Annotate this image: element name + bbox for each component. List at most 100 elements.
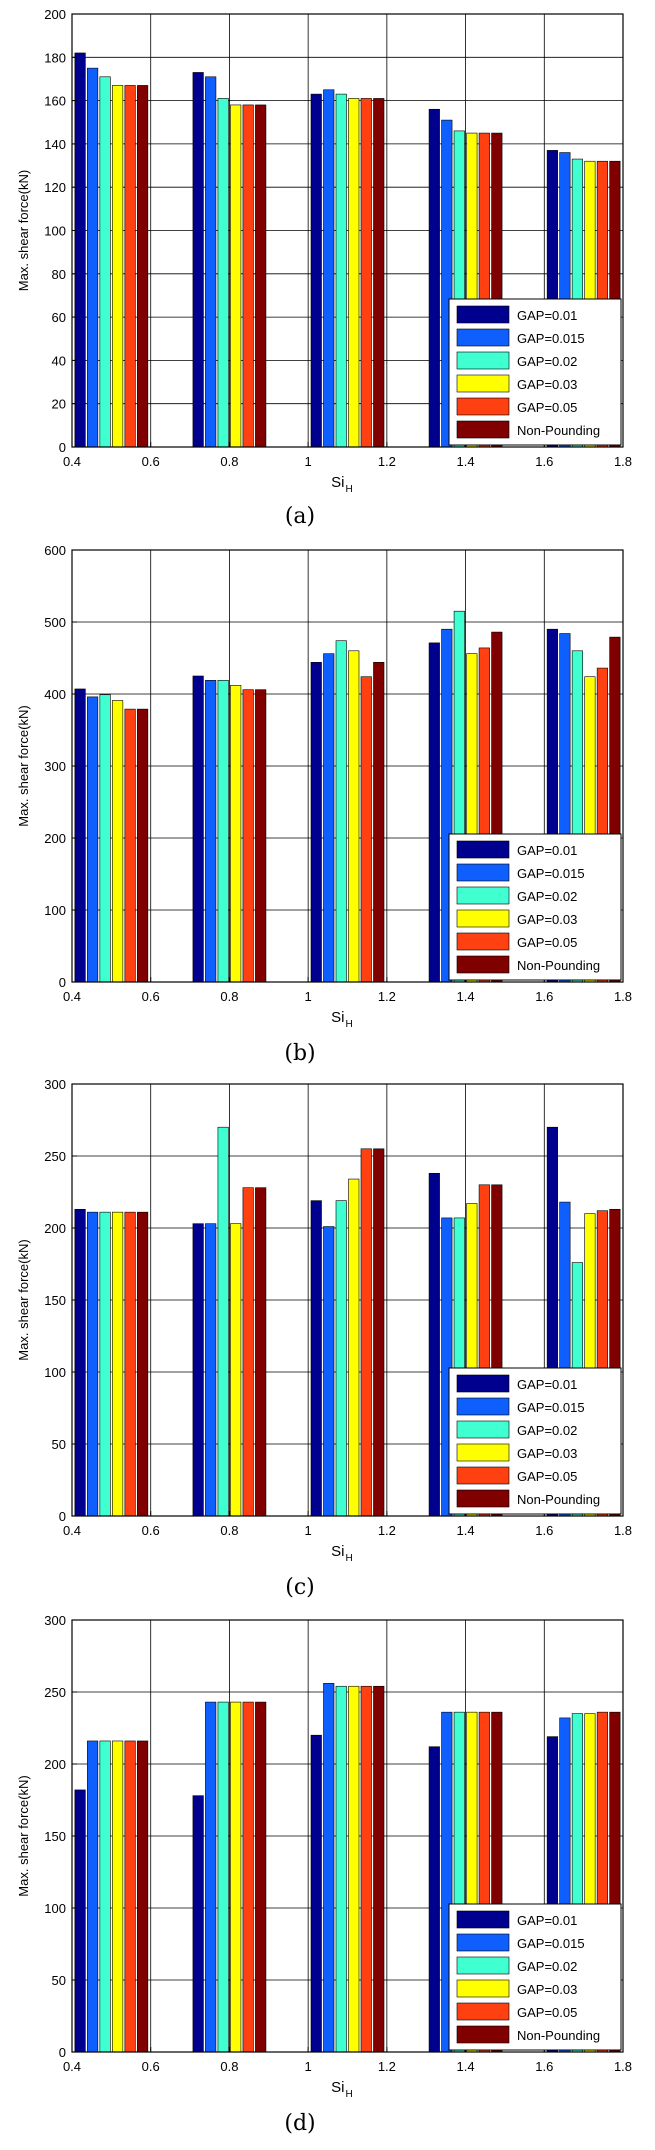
y-tick-label: 140 <box>44 137 66 152</box>
x-axis-label-subscript: H <box>346 2089 353 2100</box>
legend-swatch <box>456 909 510 928</box>
bar-non-pounding-2 <box>255 689 267 983</box>
bar-gap-0-03-3 <box>348 1685 360 2053</box>
legend-entry: GAP=0.03 <box>517 912 577 927</box>
legend-entry: GAP=0.01 <box>517 308 577 323</box>
bar-gap-0-02-2 <box>217 680 229 983</box>
figure-caption: (d) <box>284 2111 315 2136</box>
x-tick-label: 1.6 <box>535 989 553 1004</box>
legend-entry: GAP=0.015 <box>517 331 585 346</box>
bar-gap-0-02-3 <box>335 93 347 448</box>
bar-gap-0-01-4 <box>428 1746 440 2053</box>
y-tick-label: 50 <box>52 1973 66 1988</box>
y-tick-label: 40 <box>52 353 66 368</box>
bar-non-pounding-3 <box>373 662 385 983</box>
chart-panel-3: 0 50 100 150 200 250 300 0.4 0.6 0.8 1 1.2 1.4 1.6 1.8… <box>16 1077 632 1600</box>
legend-entry: Non-Pounding <box>517 2028 600 2043</box>
bar-gap-0-03-2 <box>230 104 242 448</box>
bar-gap-0-01-1 <box>74 688 86 983</box>
y-tick-label: 80 <box>52 267 66 282</box>
bar-gap-0-02-3 <box>335 640 347 983</box>
x-tick-label: 0.4 <box>63 2059 81 2074</box>
figure-caption: (b) <box>284 1041 315 1066</box>
bar-gap-0-02-2 <box>217 98 229 448</box>
bar-non-pounding-2 <box>255 104 267 448</box>
x-tick-label: 1.8 <box>614 1523 632 1538</box>
y-axis-label: Max. shear force(kN) <box>16 170 31 291</box>
y-tick-label: 250 <box>44 1149 66 1164</box>
legend-swatch <box>456 2025 510 2044</box>
legend-swatch <box>456 955 510 974</box>
bar-gap-0-02-2 <box>217 1126 229 1517</box>
bar-non-pounding-2 <box>255 1701 267 2053</box>
x-tick-label: 1.6 <box>535 2059 553 2074</box>
figure-caption: (a) <box>285 504 315 529</box>
y-tick-label: 160 <box>44 94 66 109</box>
bar-gap-0-03-1 <box>112 85 124 448</box>
legend-swatch <box>456 1374 510 1393</box>
legend-swatch <box>456 1397 510 1416</box>
legend-entry: GAP=0.01 <box>517 1913 577 1928</box>
x-tick-label: 0.6 <box>142 1523 160 1538</box>
legend-entry: GAP=0.015 <box>517 866 585 881</box>
legend-swatch <box>456 374 510 393</box>
x-axis-label: Si <box>331 1543 344 1560</box>
x-tick-label: 0.6 <box>142 2059 160 2074</box>
y-axis-label: Max. shear force(kN) <box>16 1239 31 1360</box>
y-tick-label: 300 <box>44 1613 66 1628</box>
bar-non-pounding-3 <box>373 1148 385 1517</box>
bar-non-pounding-1 <box>137 85 149 448</box>
bar-gap-0-015-1 <box>87 67 99 448</box>
x-tick-label: 1.4 <box>457 454 475 469</box>
bar-gap-0-05-1 <box>124 85 136 448</box>
bar-gap-0-01-4 <box>428 642 440 983</box>
legend-swatch <box>456 397 510 416</box>
x-tick-label: 1.2 <box>378 2059 396 2074</box>
legend-entry: GAP=0.02 <box>517 1959 577 1974</box>
bar-gap-0-03-1 <box>112 1740 124 2053</box>
bar-gap-0-02-1 <box>99 694 111 983</box>
legend-swatch <box>456 1420 510 1439</box>
bar-non-pounding-1 <box>137 1211 149 1517</box>
bar-gap-0-05-2 <box>242 104 254 448</box>
bar-gap-0-02-1 <box>99 1211 111 1517</box>
legend-swatch <box>456 863 510 882</box>
y-tick-label: 200 <box>44 1757 66 1772</box>
legend-swatch <box>456 840 510 859</box>
bar-gap-0-05-3 <box>360 676 372 983</box>
legend-swatch <box>456 1933 510 1952</box>
bar-gap-0-01-3 <box>310 93 322 448</box>
x-axis-label-subscript: H <box>346 1553 353 1564</box>
y-tick-label: 300 <box>44 1077 66 1092</box>
bar-gap-0-015-2 <box>205 1701 217 2053</box>
legend-swatch <box>456 420 510 439</box>
y-tick-label: 0 <box>59 1509 66 1524</box>
legend: GAP=0.01 GAP=0.015 GAP=0.02 GAP=0.03 GAP=0.0… <box>448 1367 622 1515</box>
bar-non-pounding-3 <box>373 1685 385 2053</box>
x-tick-label: 0.8 <box>220 989 238 1004</box>
y-tick-label: 150 <box>44 1829 66 1844</box>
legend: GAP=0.01 GAP=0.015 GAP=0.02 GAP=0.03 GAP=0.0… <box>448 298 622 446</box>
bar-gap-0-01-2 <box>192 1223 204 1517</box>
bar-gap-0-01-4 <box>428 1172 440 1517</box>
y-tick-label: 60 <box>52 310 66 325</box>
bar-gap-0-01-1 <box>74 52 86 448</box>
x-tick-label: 1.8 <box>614 989 632 1004</box>
legend-box <box>448 1367 622 1515</box>
x-tick-label: 0.6 <box>142 454 160 469</box>
legend-box <box>448 833 622 981</box>
y-tick-label: 200 <box>44 1221 66 1236</box>
x-tick-label: 1.4 <box>457 989 475 1004</box>
x-tick-label: 1.6 <box>535 1523 553 1538</box>
bar-gap-0-05-2 <box>242 689 254 983</box>
legend-swatch <box>456 328 510 347</box>
x-tick-label: 1.2 <box>378 989 396 1004</box>
legend-entry: GAP=0.015 <box>517 1400 585 1415</box>
legend-entry: GAP=0.03 <box>517 1982 577 1997</box>
bar-gap-0-015-3 <box>323 653 335 983</box>
bar-gap-0-02-2 <box>217 1701 229 2053</box>
x-tick-label: 1.6 <box>535 454 553 469</box>
x-tick-label: 0.4 <box>63 989 81 1004</box>
bar-gap-0-015-3 <box>323 1683 335 2053</box>
